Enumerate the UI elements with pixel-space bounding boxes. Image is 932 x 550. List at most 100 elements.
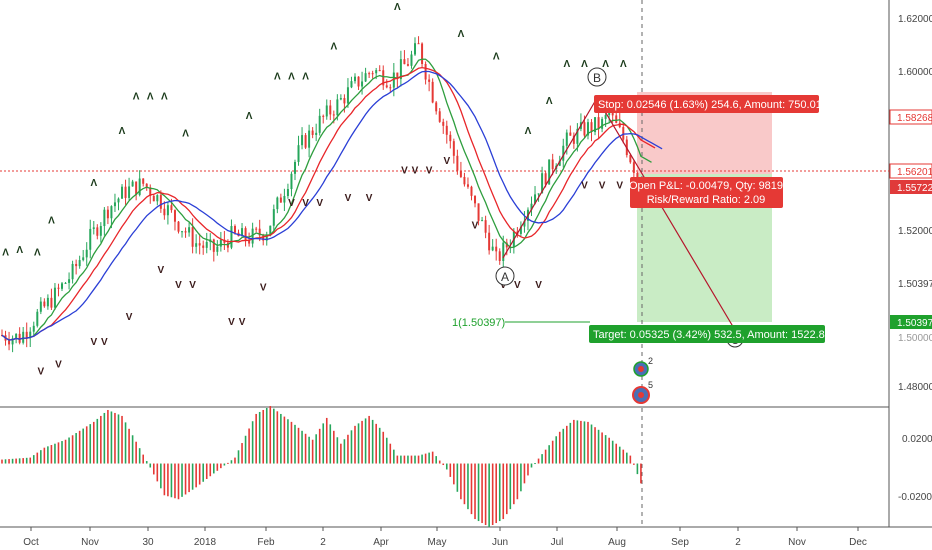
oscillator-bar <box>110 411 113 464</box>
oscillator-bar <box>460 463 462 500</box>
candle <box>484 215 487 239</box>
sell-signal-marker: V <box>228 317 235 328</box>
candle <box>406 58 409 67</box>
candle <box>195 234 198 254</box>
candle <box>39 297 42 315</box>
oscillator-bar <box>389 443 392 464</box>
open-pl-label: Open P&L: -0.00479, Qty: 9819 <box>629 180 783 192</box>
oscillator-bar <box>287 419 289 464</box>
sell-signal-marker: V <box>288 198 295 209</box>
buy-signal-marker: Λ <box>620 59 627 70</box>
oscillator-bar <box>583 421 586 464</box>
oscillator-bar <box>636 463 639 475</box>
oscillator-bar <box>290 421 293 464</box>
oscillator-bar <box>71 435 74 464</box>
fib-level-label[interactable]: 1(1.50397) <box>452 317 505 329</box>
time-axis[interactable]: Oct Nov 30 2018 Feb 2 Apr May Jun Jul Aug Sep 2 Nov De… <box>23 527 867 548</box>
oscillator-bar <box>258 411 261 464</box>
oscillator-bar <box>213 463 215 474</box>
oscillator-bar <box>318 428 321 464</box>
candle <box>131 179 134 187</box>
time-tick-label: May <box>428 537 447 548</box>
oscillator-bar <box>382 431 385 464</box>
open-pl-box[interactable] <box>630 177 783 208</box>
oscillator-bar <box>375 423 377 464</box>
ma-slow-line[interactable] <box>1 70 663 341</box>
oscillator-bar <box>325 417 328 464</box>
event-flag-2[interactable]: 5 <box>632 380 653 404</box>
wave-label-b[interactable]: B <box>587 67 607 87</box>
oscillator-bar <box>107 409 109 464</box>
candle <box>361 71 364 95</box>
oscillator-bar <box>396 455 399 464</box>
target-label-box[interactable] <box>589 325 825 343</box>
stop-label-box[interactable] <box>594 95 819 113</box>
candle <box>163 201 166 220</box>
candle <box>113 193 116 212</box>
oscillator-bar <box>491 463 494 526</box>
oscillator-bar <box>8 459 10 464</box>
candle <box>142 178 145 187</box>
candle <box>456 149 459 175</box>
candle <box>474 195 477 208</box>
oscillator-bar <box>294 424 296 464</box>
candle <box>311 127 314 139</box>
event-flag-2-count: 5 <box>648 380 653 390</box>
oscillator-bar <box>357 423 360 464</box>
oscillator-bar <box>633 463 635 465</box>
oscillator-axis[interactable]: 0.0200 -0.0200 <box>898 434 932 503</box>
osc-tick-1: 0.0200 <box>902 434 932 445</box>
sell-signal-marker: V <box>616 181 623 192</box>
sell-signal-marker: V <box>535 280 542 291</box>
candle <box>106 206 109 225</box>
oscillator-bar <box>453 463 455 485</box>
oscillator-bar <box>216 463 219 471</box>
candle <box>562 138 565 168</box>
time-tick-label: 2018 <box>194 537 217 548</box>
oscillator-bar <box>354 425 356 464</box>
candle <box>177 220 180 234</box>
last-close-badge <box>890 180 932 194</box>
price-tick-6: 1.52000 <box>898 226 932 237</box>
buy-signal-marker: Λ <box>546 96 553 107</box>
target-price-badge <box>890 315 932 329</box>
wave-label-a[interactable]: A <box>495 266 515 286</box>
buy-signal-marker: Λ <box>563 59 570 70</box>
event-flag-1[interactable]: 2 <box>633 356 653 377</box>
candle <box>283 188 286 211</box>
candle <box>230 219 233 250</box>
oscillator-bar <box>142 454 144 464</box>
oscillator-bar <box>463 463 466 505</box>
candle <box>216 240 219 256</box>
sell-signal-marker: V <box>260 282 267 293</box>
buy-signal-marker: Λ <box>161 91 168 102</box>
oscillator-bar <box>530 463 533 468</box>
oscillator-bar <box>590 424 593 464</box>
oscillator-bar <box>410 455 413 464</box>
oscillator-bar <box>241 443 243 464</box>
sell-signal-marker: V <box>302 198 309 209</box>
candle <box>96 224 99 240</box>
oscillator-bar <box>170 463 173 498</box>
candle <box>357 76 360 90</box>
ma-mid-line[interactable] <box>1 66 656 341</box>
candle <box>551 153 554 176</box>
candle <box>403 50 406 65</box>
candle <box>382 65 385 90</box>
time-tick-label: Apr <box>373 537 389 548</box>
oscillator-bar <box>414 455 416 464</box>
oscillator-bar <box>498 463 501 522</box>
candle <box>46 294 49 310</box>
price-axis[interactable]: 1.62000 1.60000 1.58268 1.56201 1.55722 … <box>889 14 932 393</box>
oscillator-bar <box>15 458 17 464</box>
oscillator-bar <box>350 430 353 464</box>
oscillator-bar <box>230 460 233 464</box>
oscillator-bar <box>152 463 155 475</box>
ma-fast-line[interactable] <box>1 58 652 341</box>
candle <box>329 99 332 121</box>
oscillator-bar <box>22 458 24 464</box>
oscillator-bar <box>424 453 427 464</box>
oscillator-bar <box>311 439 314 464</box>
